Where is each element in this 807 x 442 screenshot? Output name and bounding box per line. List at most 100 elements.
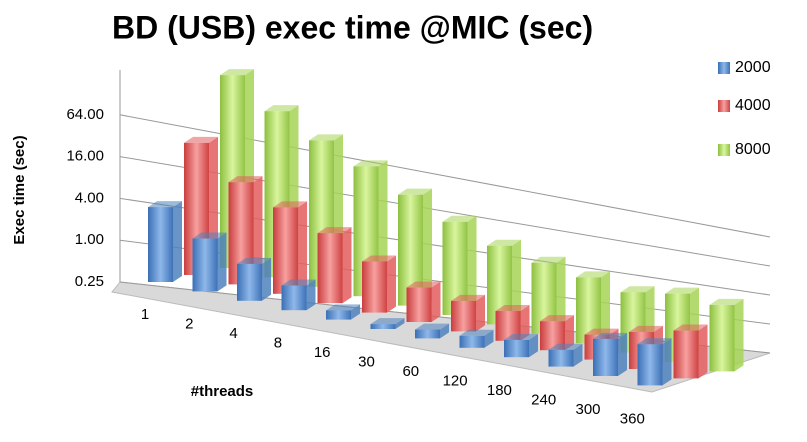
bar-front	[362, 261, 387, 313]
bar-front	[148, 207, 173, 282]
bar-front	[406, 287, 432, 322]
bar-top	[548, 343, 583, 350]
bar-side	[262, 257, 271, 301]
legend-label: 4000	[735, 97, 771, 114]
bar-top	[415, 323, 449, 330]
bar-side	[467, 215, 477, 315]
bar-top	[504, 333, 538, 340]
bar-top	[451, 294, 485, 301]
bar-top	[540, 315, 574, 322]
bar-side	[565, 315, 574, 351]
bar	[370, 318, 405, 329]
bar-front	[273, 207, 298, 294]
bar-side	[253, 176, 263, 285]
bar-top	[273, 201, 307, 208]
x-tick-label: 120	[443, 372, 468, 389]
bar-top	[495, 305, 530, 312]
bar-side	[662, 338, 672, 386]
bar-front	[637, 344, 663, 386]
bar-top	[353, 160, 388, 167]
bar-side	[440, 323, 449, 339]
bar	[673, 324, 708, 379]
bar-side	[342, 227, 352, 304]
x-tick-label: 60	[402, 363, 419, 380]
bar-top	[362, 255, 396, 262]
y-tick-label: 1.00	[75, 231, 104, 248]
bar	[548, 343, 583, 367]
bar-top	[665, 287, 699, 294]
bar-top	[637, 338, 672, 345]
bar	[504, 333, 538, 358]
bar-front	[237, 263, 262, 301]
bar-front	[504, 339, 529, 358]
legend-label: 8000	[735, 141, 771, 158]
bar-side	[520, 305, 530, 341]
bar	[442, 215, 477, 315]
legend-swatch	[718, 62, 730, 74]
bar	[237, 257, 271, 301]
x-tick-label: 8	[274, 334, 282, 351]
bar-top	[487, 239, 521, 246]
bar-top	[326, 304, 360, 311]
bar-top	[406, 281, 441, 288]
x-tick-label: 4	[229, 325, 237, 342]
bar-front	[459, 335, 485, 348]
bar	[148, 201, 182, 282]
x-tick-label: 300	[575, 401, 600, 418]
bar-side	[423, 188, 432, 306]
legend: 2000 4000 8000	[718, 59, 771, 158]
x-tick-label: 180	[487, 382, 512, 399]
bar-top	[629, 325, 663, 332]
y-axis-label: Exec time (sec)	[11, 135, 28, 244]
bar-top	[531, 256, 566, 263]
y-tick-label: 64.00	[66, 106, 104, 123]
bar	[281, 279, 316, 311]
bar	[273, 201, 307, 294]
bar-side	[173, 201, 182, 282]
bar	[451, 294, 485, 332]
bar-top	[398, 188, 432, 195]
y-tick-label: 4.00	[75, 189, 104, 206]
bar-side	[698, 324, 708, 379]
bar-side	[529, 333, 538, 358]
bar-top	[264, 105, 299, 112]
bar-side	[476, 294, 485, 332]
bar-top	[576, 271, 610, 278]
bar-front	[593, 338, 618, 376]
bar-top	[317, 227, 352, 234]
bar-top	[442, 215, 477, 222]
bar-side	[431, 281, 441, 322]
bar-side	[387, 255, 396, 313]
bar-top	[309, 134, 343, 141]
bar-front	[317, 233, 343, 304]
bar-side	[298, 201, 307, 294]
bar-front	[451, 300, 476, 332]
bar	[317, 227, 352, 304]
bar-side	[306, 279, 316, 311]
bar-front	[192, 238, 218, 292]
bar-side	[217, 232, 227, 292]
bar	[406, 281, 441, 322]
bar-top	[228, 176, 263, 183]
bar-side	[484, 329, 494, 348]
bar-front	[370, 324, 396, 329]
bar	[398, 188, 432, 306]
bar-top	[709, 298, 744, 305]
bar	[192, 232, 227, 292]
bar-top	[370, 318, 405, 325]
y-tick-label: 0.25	[75, 273, 104, 290]
x-tick-label: 360	[620, 410, 645, 427]
bar-front	[548, 349, 574, 367]
bar-top	[184, 136, 218, 143]
bar-side	[351, 304, 360, 320]
x-tick-label: 2	[185, 315, 193, 332]
bar	[709, 298, 744, 372]
x-tick-label: 1	[141, 306, 149, 323]
legend-swatch	[718, 100, 730, 112]
bar-front	[709, 304, 735, 372]
y-tick-label: 16.00	[66, 148, 104, 165]
bar-top	[593, 332, 627, 339]
bar-top	[459, 329, 494, 336]
bar-side	[618, 332, 627, 376]
